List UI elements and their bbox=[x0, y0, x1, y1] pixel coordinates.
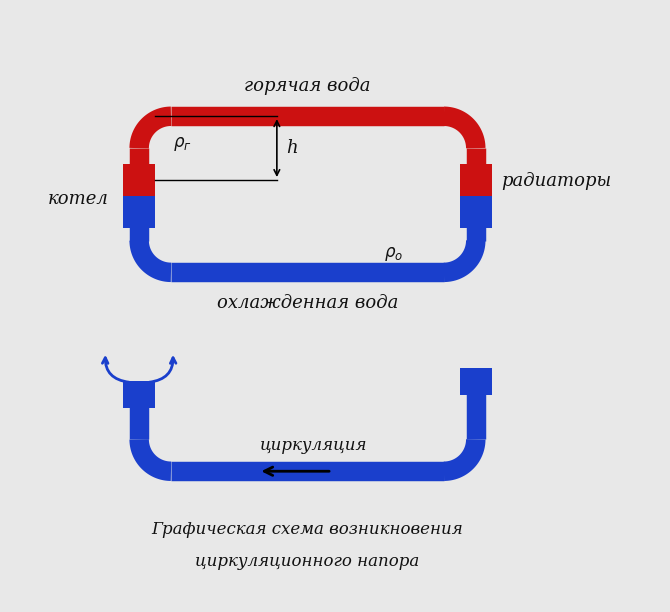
Text: циркуляция: циркуляция bbox=[260, 437, 367, 454]
Bar bbox=[123, 164, 155, 196]
Text: охлажденная вода: охлажденная вода bbox=[217, 294, 398, 312]
Bar bbox=[460, 164, 492, 196]
Text: котел: котел bbox=[48, 190, 109, 208]
Text: $\rho_о$: $\rho_о$ bbox=[384, 245, 403, 263]
Text: h: h bbox=[286, 139, 297, 157]
Text: циркуляционного напора: циркуляционного напора bbox=[196, 553, 419, 570]
Bar bbox=[460, 196, 492, 228]
Bar bbox=[123, 381, 155, 408]
Text: горячая вода: горячая вода bbox=[244, 76, 371, 95]
Text: Графическая схема возникновения: Графическая схема возникновения bbox=[151, 521, 464, 538]
Bar bbox=[460, 368, 492, 395]
Text: $\rho_г$: $\rho_г$ bbox=[173, 135, 192, 153]
Text: радиаторы: радиаторы bbox=[501, 171, 612, 190]
Bar bbox=[123, 196, 155, 228]
